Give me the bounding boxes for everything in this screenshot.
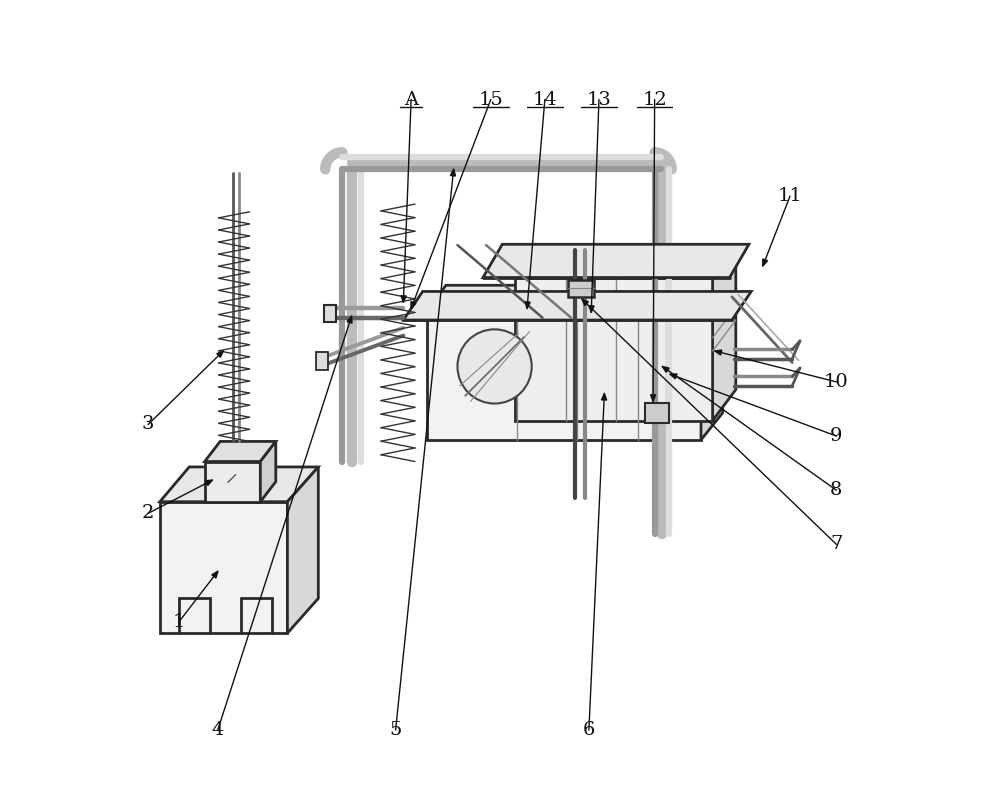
- Text: 12: 12: [642, 91, 667, 109]
- Polygon shape: [160, 467, 318, 502]
- Text: 5: 5: [389, 721, 402, 739]
- Polygon shape: [450, 169, 456, 176]
- Polygon shape: [763, 259, 768, 266]
- Polygon shape: [347, 316, 352, 323]
- Polygon shape: [515, 246, 736, 278]
- Bar: [324, 305, 336, 323]
- Polygon shape: [212, 571, 218, 578]
- Polygon shape: [525, 301, 530, 309]
- Circle shape: [457, 329, 532, 404]
- Polygon shape: [403, 291, 751, 320]
- Text: 7: 7: [830, 535, 842, 553]
- Bar: [316, 352, 328, 371]
- Polygon shape: [483, 244, 749, 278]
- Text: 14: 14: [532, 91, 557, 109]
- Polygon shape: [701, 285, 723, 440]
- Bar: [515, 278, 713, 420]
- Polygon shape: [427, 285, 723, 312]
- Polygon shape: [589, 306, 594, 312]
- Text: 10: 10: [824, 373, 849, 391]
- Polygon shape: [662, 367, 669, 372]
- Polygon shape: [582, 299, 588, 305]
- Polygon shape: [713, 246, 736, 420]
- Text: 3: 3: [142, 416, 154, 434]
- Text: 6: 6: [583, 721, 595, 739]
- Text: 11: 11: [778, 187, 802, 205]
- Polygon shape: [670, 374, 677, 379]
- Polygon shape: [205, 480, 212, 486]
- Text: 1: 1: [173, 612, 185, 630]
- Bar: [427, 312, 701, 440]
- Text: 13: 13: [587, 91, 611, 109]
- Text: 8: 8: [830, 481, 842, 499]
- Polygon shape: [411, 301, 416, 309]
- Text: 2: 2: [142, 504, 154, 523]
- Text: 15: 15: [478, 91, 503, 109]
- Polygon shape: [217, 351, 223, 357]
- Polygon shape: [205, 442, 276, 461]
- Polygon shape: [401, 296, 406, 302]
- Bar: [160, 502, 287, 634]
- Polygon shape: [287, 467, 318, 634]
- Text: A: A: [404, 91, 418, 109]
- Polygon shape: [601, 394, 607, 400]
- Polygon shape: [260, 442, 276, 502]
- Text: 9: 9: [830, 427, 843, 445]
- Polygon shape: [715, 350, 722, 355]
- Bar: [205, 461, 260, 502]
- Text: 4: 4: [212, 721, 224, 739]
- Polygon shape: [651, 395, 656, 401]
- Bar: [568, 280, 594, 297]
- Bar: [645, 403, 669, 423]
